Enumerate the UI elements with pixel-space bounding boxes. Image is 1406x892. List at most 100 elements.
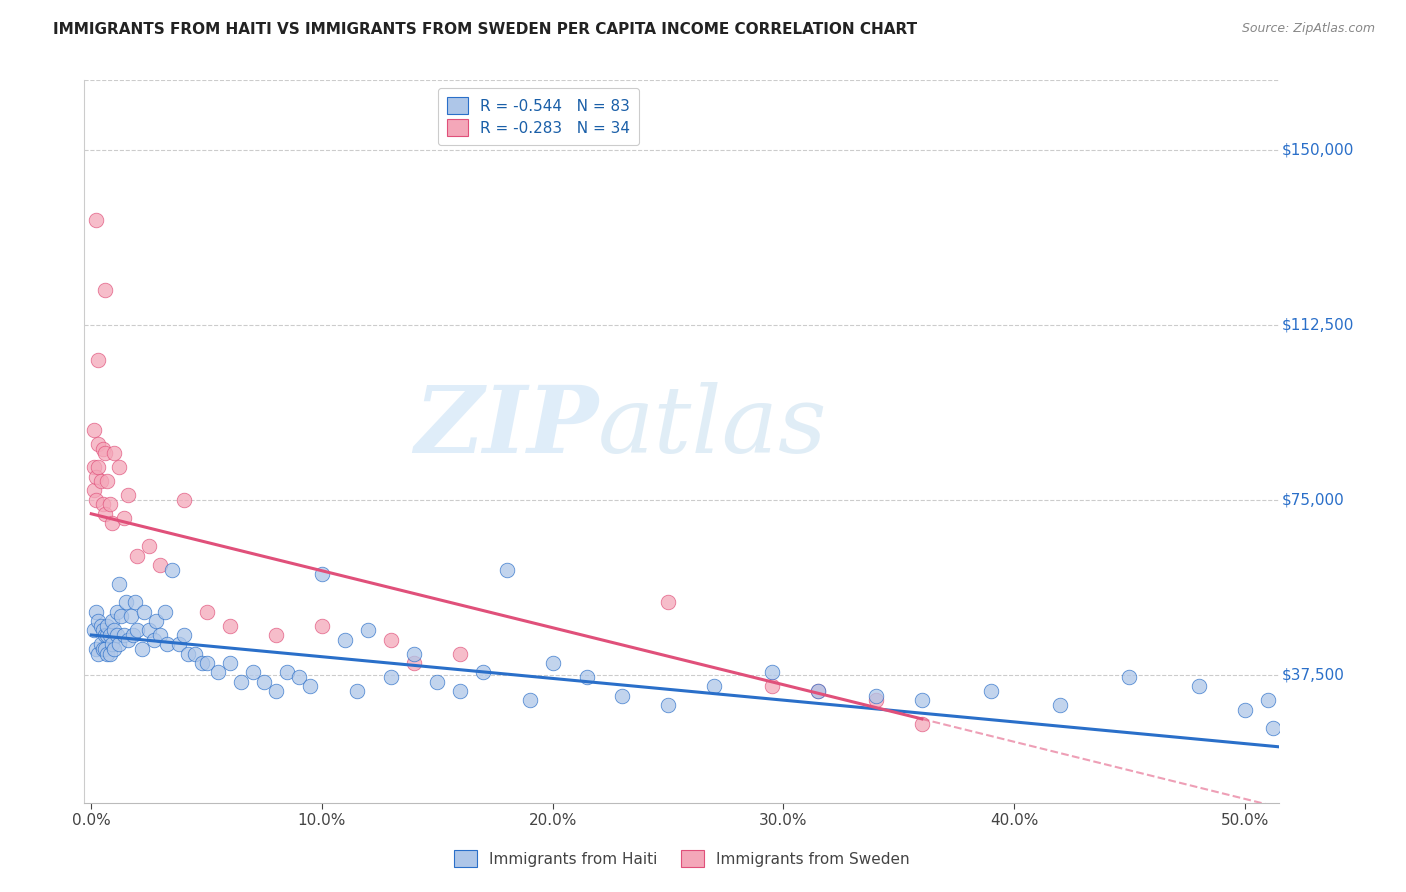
Point <box>865 689 887 703</box>
Point <box>195 605 218 619</box>
Text: IMMIGRANTS FROM HAITI VS IMMIGRANTS FROM SWEDEN PER CAPITA INCOME CORRELATION CH: IMMIGRANTS FROM HAITI VS IMMIGRANTS FROM… <box>53 22 918 37</box>
Point <box>1261 721 1284 735</box>
Point <box>83 483 105 498</box>
Point <box>380 632 402 647</box>
Point <box>576 670 599 684</box>
Point <box>96 618 118 632</box>
Point <box>184 647 207 661</box>
Point <box>449 647 471 661</box>
Point <box>117 488 139 502</box>
Point <box>657 698 679 712</box>
Point <box>218 618 240 632</box>
Point <box>83 460 105 475</box>
Point <box>761 665 783 680</box>
Point <box>495 563 517 577</box>
Point <box>103 624 125 638</box>
Point <box>253 674 276 689</box>
Point <box>115 595 138 609</box>
Point <box>94 628 117 642</box>
Point <box>1188 679 1211 693</box>
Point <box>703 679 725 693</box>
Point <box>121 628 143 642</box>
Point <box>103 642 125 657</box>
Point <box>94 642 117 657</box>
Point <box>108 460 131 475</box>
Point <box>177 647 200 661</box>
Point <box>149 558 172 572</box>
Point <box>94 507 117 521</box>
Point <box>108 637 131 651</box>
Point <box>138 624 160 638</box>
Point <box>333 632 356 647</box>
Text: ZIP: ZIP <box>413 382 599 472</box>
Point <box>173 628 195 642</box>
Point <box>191 656 214 670</box>
Point <box>519 693 541 707</box>
Point <box>83 423 105 437</box>
Point <box>153 605 176 619</box>
Point <box>101 614 124 628</box>
Point <box>1049 698 1071 712</box>
Point <box>865 693 887 707</box>
Point <box>299 679 322 693</box>
Point <box>160 563 183 577</box>
Text: $37,500: $37,500 <box>1282 667 1344 682</box>
Text: Source: ZipAtlas.com: Source: ZipAtlas.com <box>1241 22 1375 36</box>
Point <box>911 693 934 707</box>
Text: $150,000: $150,000 <box>1282 143 1354 158</box>
Point <box>131 642 153 657</box>
Point <box>472 665 495 680</box>
Point <box>83 624 105 638</box>
Point <box>91 442 114 456</box>
Point <box>127 624 149 638</box>
Point <box>807 684 830 698</box>
Point <box>426 674 449 689</box>
Point <box>134 605 156 619</box>
Point <box>242 665 264 680</box>
Point <box>94 446 117 460</box>
Point <box>1233 702 1256 716</box>
Point <box>288 670 311 684</box>
Point <box>84 642 107 657</box>
Point <box>145 614 167 628</box>
Text: $75,000: $75,000 <box>1282 492 1344 508</box>
Point <box>91 624 114 638</box>
Point <box>195 656 218 670</box>
Point <box>541 656 564 670</box>
Point <box>120 609 142 624</box>
Point <box>1257 693 1279 707</box>
Point <box>264 628 287 642</box>
Point <box>156 637 179 651</box>
Point <box>98 498 121 512</box>
Point <box>138 540 160 554</box>
Point <box>112 628 135 642</box>
Point <box>87 614 110 628</box>
Point <box>124 595 146 609</box>
Point <box>87 460 110 475</box>
Point <box>91 498 114 512</box>
Point <box>105 628 128 642</box>
Point <box>84 492 107 507</box>
Point <box>87 353 110 368</box>
Point <box>98 628 121 642</box>
Point <box>91 642 114 657</box>
Point <box>96 647 118 661</box>
Point <box>101 637 124 651</box>
Point <box>98 647 121 661</box>
Point <box>404 647 426 661</box>
Point <box>1118 670 1140 684</box>
Point <box>117 632 139 647</box>
Point <box>357 624 380 638</box>
Point <box>127 549 149 563</box>
Point <box>101 516 124 530</box>
Point <box>311 618 333 632</box>
Point <box>911 716 934 731</box>
Point <box>87 437 110 451</box>
Point <box>94 283 117 297</box>
Point <box>980 684 1002 698</box>
Text: atlas: atlas <box>599 382 828 472</box>
Point <box>311 567 333 582</box>
Point <box>89 637 111 651</box>
Point <box>105 605 128 619</box>
Point <box>96 628 118 642</box>
